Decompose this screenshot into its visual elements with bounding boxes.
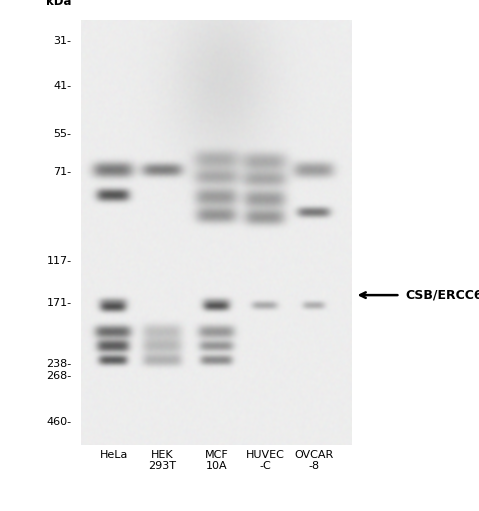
Text: 268-: 268-: [46, 371, 72, 381]
Text: 31-: 31-: [54, 36, 72, 45]
Text: 41-: 41-: [54, 81, 72, 91]
Text: HEK
293T: HEK 293T: [148, 450, 177, 472]
Text: 55-: 55-: [54, 129, 72, 138]
Text: 117-: 117-: [46, 256, 72, 266]
Text: OVCAR
-8: OVCAR -8: [295, 450, 334, 472]
Text: 238-: 238-: [46, 359, 72, 369]
Text: kDa: kDa: [46, 0, 71, 8]
Text: MCF
10A: MCF 10A: [205, 450, 228, 472]
Text: 71-: 71-: [54, 167, 72, 177]
Text: CSB/ERCC6: CSB/ERCC6: [405, 289, 479, 301]
Text: 171-: 171-: [46, 298, 72, 308]
Text: HUVEC
-C: HUVEC -C: [246, 450, 285, 472]
Text: 460-: 460-: [46, 417, 72, 427]
Text: HeLa: HeLa: [100, 450, 128, 460]
